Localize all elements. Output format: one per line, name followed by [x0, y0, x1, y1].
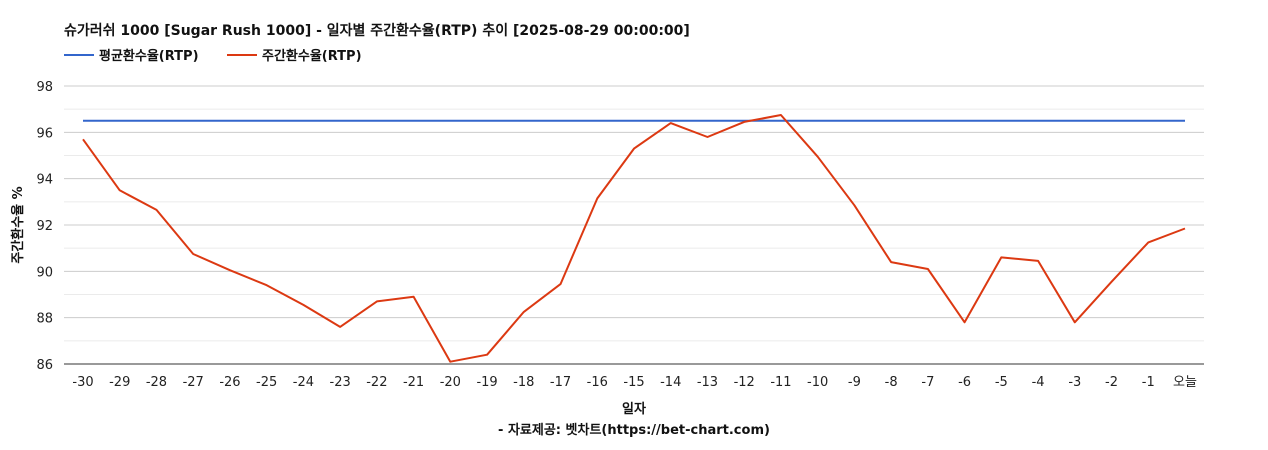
x-tick-label: -19: [476, 375, 497, 390]
x-tick-label: -14: [660, 375, 681, 390]
x-tick-label: -30: [72, 375, 93, 390]
x-tick-label: 오늘: [1173, 375, 1197, 390]
x-tick-label: -4: [1032, 375, 1045, 390]
x-tick-label: -27: [183, 375, 204, 390]
x-tick-label: -17: [550, 375, 571, 390]
y-tick-label: 92: [36, 219, 53, 234]
x-tick-label: -22: [366, 375, 387, 390]
x-tick-label: -26: [219, 375, 240, 390]
legend-label-weekly[interactable]: 주간환수율(RTP): [262, 48, 362, 64]
gridlines: [64, 85, 1204, 365]
x-tick-label: -21: [403, 375, 424, 390]
x-tick-label: -6: [958, 375, 971, 390]
x-tick-label: -5: [995, 375, 1008, 390]
chart-title: 슈가러쉬 1000 [Sugar Rush 1000] - 일자별 주간환수율(…: [64, 22, 690, 39]
x-tick-label: -9: [848, 375, 861, 390]
x-tick-label: -13: [697, 375, 718, 390]
x-tick-label: -10: [807, 375, 828, 390]
x-tick-label: -23: [330, 375, 351, 390]
x-tick-label: -29: [109, 375, 130, 390]
y-tick-label: 86: [36, 358, 53, 373]
x-tick-label: -8: [885, 375, 898, 390]
legend-label-average[interactable]: 평균환수율(RTP): [99, 48, 199, 64]
x-tick-label: -3: [1068, 375, 1081, 390]
legend: 평균환수율(RTP) 주간환수율(RTP): [64, 48, 362, 64]
x-tick-label: -15: [623, 375, 644, 390]
series-weekly-rtp-line[interactable]: [82, 114, 1186, 363]
series-lines: [82, 114, 1186, 363]
x-axis-ticks: -30 -29 -28 -27 -26 -25 -24 -23 -22 -21 -20 -19 -18 -…: [72, 375, 1197, 390]
y-tick-label: 94: [36, 173, 53, 188]
y-tick-label: 96: [36, 126, 53, 141]
x-tick-label: -1: [1142, 375, 1155, 390]
x-tick-label: -12: [734, 375, 755, 390]
x-tick-label: -20: [440, 375, 461, 390]
x-tick-label: -28: [146, 375, 167, 390]
x-tick-label: -2: [1105, 375, 1118, 390]
x-axis-title: 일자: [622, 402, 646, 417]
x-tick-label: -18: [513, 375, 534, 390]
y-tick-label: 88: [36, 312, 53, 327]
x-tick-label: -16: [587, 375, 608, 390]
y-tick-label: 98: [36, 80, 53, 95]
source-credit: - 자료제공: 벳차트(https://bet-chart.com): [498, 422, 770, 438]
x-tick-label: -7: [921, 375, 934, 390]
y-axis-title: 주간환수율 %: [10, 186, 26, 263]
x-tick-label: -25: [256, 375, 277, 390]
y-axis-ticks: 86 88 90 92 94 96 98: [36, 80, 53, 373]
y-tick-label: 90: [36, 265, 53, 280]
x-tick-label: -24: [293, 375, 314, 390]
x-tick-label: -11: [770, 375, 791, 390]
